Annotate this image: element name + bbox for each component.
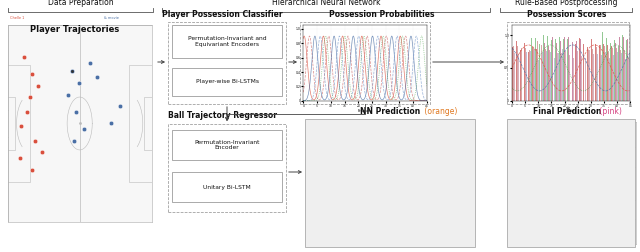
X-axis label: Frames: Frames	[358, 109, 372, 113]
Text: Permutation-Invariant and
Equivariant Encoders: Permutation-Invariant and Equivariant En…	[188, 36, 266, 47]
Bar	[168, 124, 286, 212]
Text: Permutation-Invariant
Encoder: Permutation-Invariant Encoder	[195, 140, 260, 150]
Bar	[172, 172, 282, 202]
Text: & movie: & movie	[104, 16, 118, 20]
Text: (pink): (pink)	[597, 107, 622, 116]
Text: Unitary Bi-LSTM: Unitary Bi-LSTM	[203, 184, 251, 190]
Bar	[168, 22, 286, 104]
Text: Ball Trajectory Regressor: Ball Trajectory Regressor	[168, 111, 276, 120]
Text: Chelle 1: Chelle 1	[10, 16, 25, 20]
Bar	[300, 22, 430, 104]
Text: Hierarchical Neural Network: Hierarchical Neural Network	[272, 0, 380, 7]
Text: (orange): (orange)	[422, 107, 458, 116]
Text: Final Prediction: Final Prediction	[532, 107, 601, 116]
Text: 20: 20	[607, 152, 611, 156]
Bar	[507, 22, 629, 104]
Bar	[172, 68, 282, 96]
Text: 20: 20	[436, 152, 441, 156]
Bar	[507, 119, 635, 247]
Text: Possession Scores: Possession Scores	[527, 10, 607, 19]
Bar	[172, 25, 282, 58]
Text: Player Trajectories: Player Trajectories	[30, 25, 120, 34]
Bar	[305, 119, 475, 247]
Text: NN Prediction: NN Prediction	[360, 107, 420, 116]
Text: Player Possession Classifier: Player Possession Classifier	[162, 10, 282, 19]
X-axis label: min: min	[568, 109, 575, 113]
Text: Data Preparation: Data Preparation	[48, 0, 113, 7]
Bar	[172, 130, 282, 160]
Text: Rule-Based Postprocessing: Rule-Based Postprocessing	[515, 0, 617, 7]
Text: Player-wise Bi-LSTMs: Player-wise Bi-LSTMs	[195, 79, 259, 84]
Text: Possession Probabilities: Possession Probabilities	[329, 10, 435, 19]
